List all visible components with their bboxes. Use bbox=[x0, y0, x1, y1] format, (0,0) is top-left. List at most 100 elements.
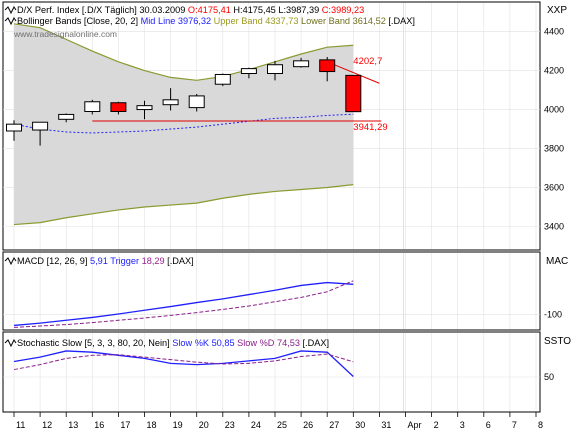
candle-27 bbox=[319, 56, 336, 82]
y-tick-label: 3800 bbox=[544, 144, 564, 154]
axis-labels: 3400 3600 3800 4000 4200 4400 -100 50 MAC SSTO 11 1… bbox=[13, 27, 571, 430]
header-part: H:4175,45 bbox=[231, 5, 276, 15]
x-tick-label: 8 bbox=[538, 420, 543, 430]
x-tick-label: 3 bbox=[460, 420, 465, 430]
candle-body bbox=[84, 101, 101, 113]
candle-12 bbox=[32, 121, 49, 146]
header-part: Mid Line 3976,32 bbox=[138, 16, 211, 26]
stoch-corner-label: SSTO bbox=[544, 336, 571, 347]
y-tick-label: 50 bbox=[544, 372, 554, 382]
stoch-k-line bbox=[13, 350, 354, 377]
header-part: O:4175,41 bbox=[185, 5, 230, 15]
candle-body bbox=[58, 113, 75, 120]
bollinger-subtitle-text: Bollinger Bands [Close, 20, 2] Mid Line … bbox=[17, 16, 415, 26]
candle-13 bbox=[58, 113, 75, 123]
candles bbox=[6, 56, 362, 146]
candle-24 bbox=[240, 67, 257, 79]
candle-body bbox=[345, 74, 362, 113]
header-part: L:3987,39 bbox=[276, 5, 319, 15]
header-part: MACD [12, 26, 9] bbox=[17, 256, 87, 266]
y-tick-label: 4200 bbox=[544, 66, 564, 76]
header-part: [.DAX] bbox=[300, 338, 329, 348]
bollinger-subtitle: Bollinger Bands [Close, 20, 2] Mid Line … bbox=[4, 16, 415, 26]
y-tick-label: 4400 bbox=[544, 27, 564, 37]
candle-body bbox=[188, 95, 205, 109]
x-tick-label: 17 bbox=[120, 420, 130, 430]
header-part: D/X Perf. Index [.D/X Täglich] 30.03.200… bbox=[17, 5, 185, 15]
bollinger-bands bbox=[13, 23, 382, 226]
candle-19 bbox=[162, 88, 179, 111]
candle-body bbox=[319, 59, 336, 73]
candle-body bbox=[136, 105, 153, 111]
upper-band-line bbox=[13, 23, 354, 81]
candle-16 bbox=[84, 99, 101, 115]
price-title-text: D/X Perf. Index [.D/X Täglich] 30.03.200… bbox=[17, 5, 364, 15]
resistance-line bbox=[327, 61, 380, 84]
x-tick-label: 11 bbox=[16, 420, 25, 430]
header-part: Stochastic Slow [5, 3, 3, 80, 20, Nein] bbox=[17, 338, 170, 348]
header-part: Upper Band 4337,73 bbox=[211, 16, 298, 26]
y-tick-label: -100 bbox=[544, 310, 562, 320]
x-tick-label: 19 bbox=[173, 420, 183, 430]
panel-1-frame bbox=[2, 1, 541, 251]
x-tick-label: 12 bbox=[42, 420, 52, 430]
macd-title-text: MACD [12, 26, 9] 5,91 Trigger 18,29 [.DA… bbox=[17, 256, 194, 266]
macd-line bbox=[13, 281, 354, 327]
panel-headers: D/X Perf. Index [.D/X Täglich] 30.03.200… bbox=[4, 5, 415, 348]
x-tick-label: 27 bbox=[329, 420, 339, 430]
candle-30 bbox=[345, 74, 362, 113]
x-tick-label: 7 bbox=[512, 420, 517, 430]
header-part: Bollinger Bands [Close, 20, 2] bbox=[17, 16, 138, 26]
x-tick-label: 31 bbox=[381, 420, 391, 430]
mid-line bbox=[13, 113, 354, 134]
macd-title: MACD [12, 26, 9] 5,91 Trigger 18,29 [.DA… bbox=[4, 256, 194, 266]
header-part: 18,29 bbox=[139, 256, 165, 266]
header-part: Slow %K 50,85 bbox=[170, 338, 235, 348]
candle-body bbox=[110, 102, 127, 113]
y-tick-label: 3600 bbox=[544, 183, 564, 193]
y-tick-label: 4000 bbox=[544, 105, 564, 115]
watermark: www.tradesignalonline.com bbox=[13, 29, 117, 39]
x-tick-label: 23 bbox=[225, 420, 235, 430]
header-part: Trigger bbox=[108, 256, 139, 266]
x-tick-label: 25 bbox=[277, 420, 287, 430]
candle-20 bbox=[188, 93, 205, 112]
chart-line-icon bbox=[4, 257, 17, 266]
header-part: 5,91 bbox=[87, 256, 107, 266]
x-tick-label: Apr bbox=[408, 420, 422, 430]
lower-band-line bbox=[13, 184, 354, 226]
price-title: D/X Perf. Index [.D/X Täglich] 30.03.200… bbox=[4, 5, 364, 15]
candle-body bbox=[162, 99, 179, 106]
panel-3-frame bbox=[2, 331, 541, 413]
macd-corner-label: MAC bbox=[546, 256, 568, 267]
price-annotation: 3941,29 bbox=[353, 122, 387, 133]
chart-line-icon bbox=[4, 6, 17, 15]
candle-23 bbox=[214, 73, 231, 87]
macd-trigger-line bbox=[13, 280, 354, 328]
y-tick-label: 3400 bbox=[544, 222, 564, 232]
candle-body bbox=[32, 121, 49, 131]
candle-body bbox=[293, 60, 310, 68]
candle-26 bbox=[293, 57, 310, 68]
x-tick-label: 2 bbox=[434, 420, 439, 430]
chart-line-icon bbox=[4, 339, 17, 348]
header-part: [.DAX] bbox=[165, 256, 194, 266]
x-tick-label: 18 bbox=[147, 420, 157, 430]
chart-line-icon bbox=[4, 17, 17, 26]
stoch-d-line bbox=[13, 353, 354, 371]
x-tick-label: 20 bbox=[199, 420, 209, 430]
corner-label: XXP bbox=[547, 5, 567, 16]
stoch-title-text: Stochastic Slow [5, 3, 3, 80, 20, Nein] … bbox=[17, 338, 329, 348]
x-tick-label: 30 bbox=[355, 420, 365, 430]
candle-25 bbox=[267, 60, 283, 81]
header-part: C:3989,23 bbox=[319, 5, 364, 15]
candle-17 bbox=[110, 101, 127, 115]
candle-18 bbox=[136, 100, 153, 120]
candle-11 bbox=[6, 120, 22, 141]
x-tick-label: 26 bbox=[303, 420, 313, 430]
x-tick-label: 13 bbox=[68, 420, 78, 430]
candle-body bbox=[214, 73, 231, 85]
price-annotation: 4202,7 bbox=[353, 56, 382, 67]
x-tick-label: 24 bbox=[251, 420, 261, 430]
